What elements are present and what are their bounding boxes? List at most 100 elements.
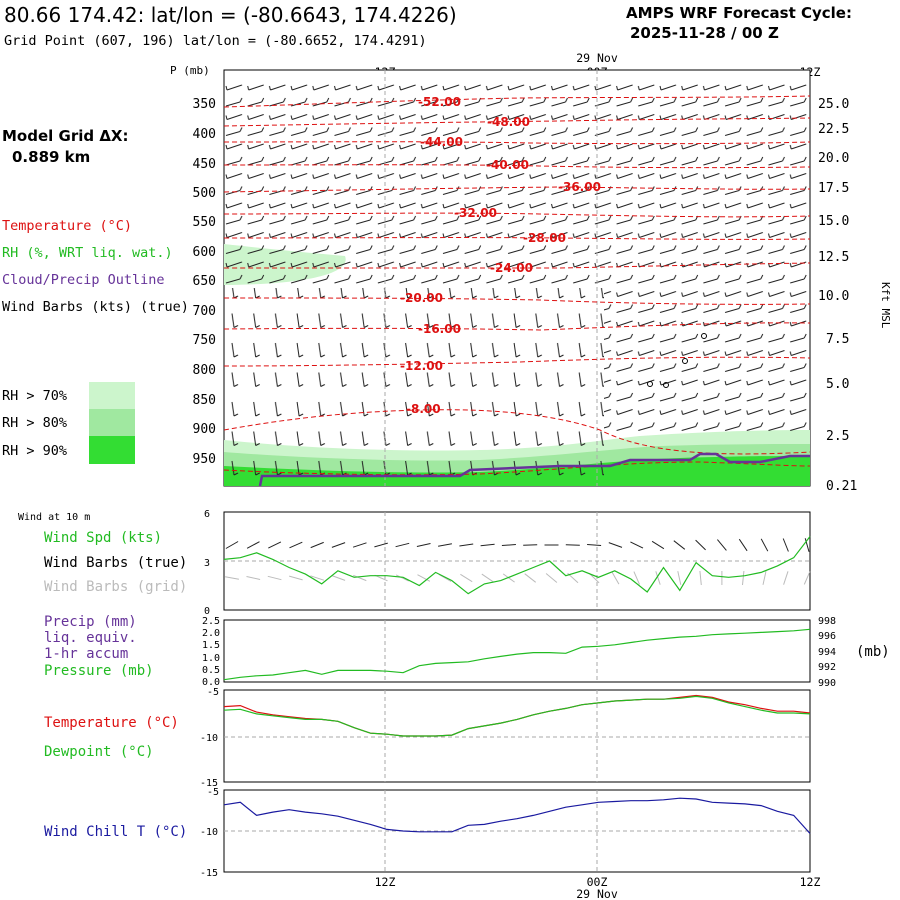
bottom-date: 29 Nov [576, 887, 618, 900]
chill-tick: -5 [207, 787, 219, 798]
h-tick: 15.0 [818, 214, 849, 229]
precip-tick: 2.0 [202, 628, 220, 639]
wind-barb-true [352, 542, 367, 548]
h-tick: 25.0 [818, 97, 849, 112]
p-tick: 800 [193, 363, 216, 378]
contour-label: -40.00 [486, 158, 529, 172]
p-tick: 350 [193, 97, 216, 112]
legend-cloud: Cloud/Precip Outline [2, 272, 165, 288]
cloud-outline [258, 452, 810, 486]
contour-label: -52.00 [418, 95, 461, 109]
bottom-tick-12z-a: 12Z [375, 875, 396, 889]
wind-barb-true [608, 542, 623, 548]
chill-tick: -15 [200, 868, 218, 879]
height-axis: 25.0 22.5 20.0 17.5 15.0 12.5 10.0 7.5 5… [818, 97, 857, 494]
wind-barb-grid [225, 576, 239, 580]
wind-barb-grid [524, 573, 537, 583]
wind-chill-panel: -5 -10 -15 Wind Chill T (°C) [44, 787, 811, 879]
wind-chill-line [223, 797, 811, 834]
p-tick: 600 [193, 245, 216, 260]
wind-barb-grid [699, 570, 702, 586]
h-tick: 10.0 [818, 289, 849, 304]
temp-tick: -15 [200, 778, 218, 789]
wind-barb-true [438, 543, 452, 547]
pressure-tick: 994 [818, 647, 836, 658]
wind-tick-0: 0 [204, 606, 210, 617]
wind-barb-grid [611, 571, 620, 585]
contour-12 [224, 356, 810, 367]
precip-tick: 1.5 [202, 640, 220, 651]
temperature-contours [224, 95, 810, 476]
swatch-rh80 [89, 409, 135, 436]
precip-panel-frame [223, 619, 811, 683]
contour-label: -20.00 [400, 291, 443, 305]
p-tick: 700 [193, 304, 216, 319]
axis-label-p: P (mb) [170, 64, 210, 77]
wind-barb-grid [762, 571, 767, 585]
legend-barbs-true: Wind Barbs (true) [44, 555, 187, 571]
wind-barb-true [587, 544, 602, 546]
contour-24 [224, 262, 810, 269]
wind-barb-true [760, 538, 769, 552]
wind-barb-true [459, 543, 474, 547]
pressure-tick: 992 [818, 662, 836, 673]
legend-rh70: RH > 70% [2, 388, 67, 404]
contour-label: -28.00 [523, 231, 566, 245]
legend-dewpoint: Dewpoint (°C) [44, 744, 154, 760]
precip-tick: 1.0 [202, 653, 220, 664]
wind-barbs-lower [224, 288, 604, 478]
top-date: 29 Nov [576, 51, 618, 65]
swatch-rh90 [89, 436, 135, 464]
p-tick: 650 [193, 274, 216, 289]
wind-barb-grid [310, 575, 325, 581]
contour-label: -44.00 [420, 135, 463, 149]
calm-marker [663, 382, 669, 388]
calm-marker [701, 333, 707, 339]
pressure-tick: 996 [818, 631, 836, 642]
wind-barb-grid [417, 574, 431, 582]
wind-barb-grid [742, 570, 745, 586]
wind-barb-grid [655, 571, 661, 585]
wind-tick-3: 3 [204, 558, 210, 569]
legend-rh90: RH > 90% [2, 443, 67, 459]
wind-speed-line [223, 536, 811, 595]
legend-pressure: Pressure (mb) [44, 663, 154, 679]
legend-wind-speed: Wind Spd (kts) [44, 530, 162, 546]
calm-marker [647, 381, 653, 387]
contour-20 [224, 297, 810, 305]
p-tick: 450 [193, 157, 216, 172]
contour-52 [224, 95, 810, 108]
wind-barb-true [782, 538, 789, 552]
wind-barbs-upper [224, 78, 810, 288]
contour-16 [224, 322, 810, 331]
contour-label: -32.00 [454, 206, 497, 220]
grid-label: Model Grid ΔX: [2, 127, 129, 145]
wind-tick-6: 6 [204, 509, 210, 520]
wind-barb-true [630, 541, 644, 549]
wind-barb-true [331, 542, 346, 548]
contour-label: -36.00 [558, 180, 601, 194]
wind-barb-true [246, 541, 260, 549]
wind-barbs-true-row [225, 538, 810, 552]
h-tick: 20.0 [818, 151, 849, 166]
legend-liq: liq. equiv. [44, 630, 137, 646]
legend-temperature: Temperature (°C) [2, 218, 132, 234]
dewpoint-line [223, 695, 811, 737]
wind-barb-true [416, 543, 431, 547]
cycle-label: AMPS WRF Forecast Cycle: [626, 4, 852, 22]
contour-40 [224, 164, 810, 169]
height-axis-label: Kft MSL [879, 282, 892, 329]
wind-header: Wind at 10 m [18, 512, 90, 523]
h-tick: 0.21 [826, 479, 857, 494]
wind-barb-grid [803, 571, 811, 585]
cross-section-panel: -52.00 -48.00 -44.00 -40.00 -36.00 -32.0… [193, 69, 892, 494]
wind-barb-grid [481, 573, 494, 583]
temp-tick: -10 [200, 733, 218, 744]
wind-panel: 6 3 0 Wind at 10 m Wind Spd (kts) Wind B… [18, 509, 811, 617]
contour-label: -16.00 [418, 322, 461, 336]
pressure-axis: 350 400 450 500 550 600 650 700 750 800 … [193, 97, 216, 467]
wind-barb-grid [677, 571, 682, 585]
legend-precip: Precip (mm) [44, 614, 137, 630]
contour-label: -24.00 [490, 261, 533, 275]
